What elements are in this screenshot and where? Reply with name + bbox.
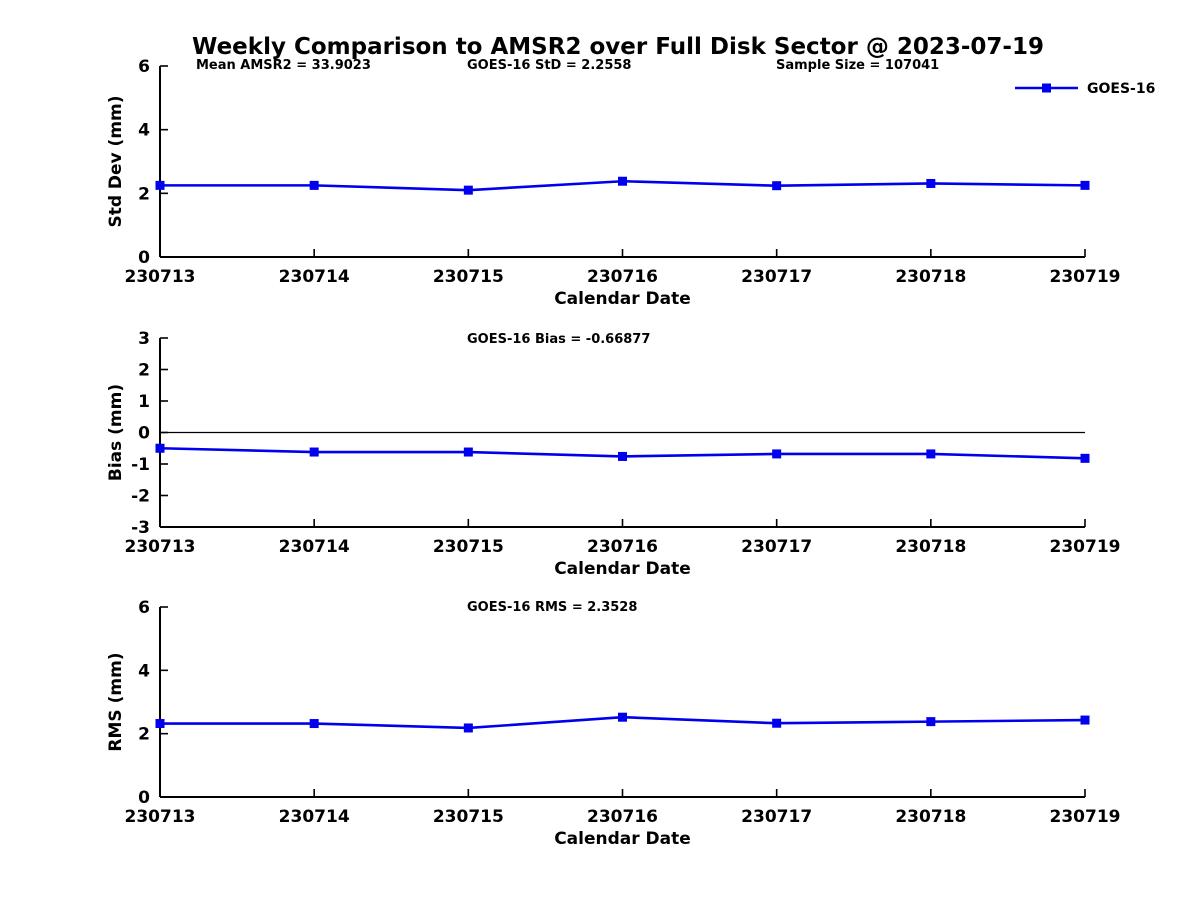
data-point-marker	[155, 719, 165, 729]
x-tick-label: 230713	[125, 807, 196, 827]
y-tick-label: 6	[138, 57, 150, 77]
x-tick-label: 230718	[895, 807, 966, 827]
annotation-bias-0: GOES-16 Bias = -0.66877	[467, 332, 650, 347]
data-point-marker	[309, 447, 319, 457]
data-point-marker	[772, 718, 782, 728]
y-tick-label: 6	[138, 598, 150, 618]
data-point-marker	[618, 712, 627, 722]
y-tick-label: -1	[131, 455, 150, 475]
x-tick-label: 230718	[895, 267, 966, 287]
data-point-marker	[1080, 715, 1090, 725]
data-point-marker	[463, 185, 473, 195]
y-tick-label: -2	[131, 487, 150, 507]
data-point-marker	[155, 180, 165, 190]
annotation-rms-0: GOES-16 RMS = 2.3528	[467, 600, 637, 615]
data-point-marker	[926, 178, 936, 188]
legend-marker	[1042, 83, 1051, 93]
x-tick-label: 230715	[433, 537, 504, 557]
x-axis-label: Calendar Date	[554, 829, 691, 849]
y-tick-label: -3	[131, 518, 150, 538]
x-tick-label: 230719	[1050, 807, 1121, 827]
data-point-marker	[618, 451, 627, 461]
data-point-marker	[309, 180, 319, 190]
x-tick-label: 230713	[125, 267, 196, 287]
x-tick-label: 230716	[587, 267, 658, 287]
x-tick-label: 230715	[433, 807, 504, 827]
y-tick-label: 0	[138, 248, 150, 268]
x-tick-label: 230714	[279, 537, 350, 557]
data-point-marker	[926, 449, 936, 459]
legend: GOES-16	[1015, 81, 1155, 97]
y-tick-label: 3	[138, 329, 150, 349]
data-point-marker	[1080, 453, 1090, 463]
x-tick-label: 230719	[1050, 537, 1121, 557]
data-point-marker	[772, 181, 782, 191]
x-tick-label: 230714	[279, 267, 350, 287]
y-tick-label: 2	[138, 361, 150, 381]
data-point-marker	[309, 719, 319, 729]
y-tick-label: 2	[138, 725, 150, 745]
data-point-marker	[463, 723, 473, 733]
x-tick-label: 230717	[741, 807, 812, 827]
x-tick-label: 230713	[125, 537, 196, 557]
annotation-std-dev-0: Mean AMSR2 = 33.9023	[196, 58, 371, 73]
x-axis-label: Calendar Date	[554, 289, 691, 309]
annotation-std-dev-1: GOES-16 StD = 2.2558	[467, 58, 631, 73]
subplot-rms: 0 2 4 6 230713 230714 230715 230716 230717 230718…	[106, 598, 1120, 849]
y-tick-label: 0	[138, 788, 150, 808]
y-axis-label: RMS (mm)	[106, 652, 126, 751]
subplot-std-dev: 0 2 4 6 230713 230714 230715 230716 230717 230718…	[106, 57, 1155, 309]
x-tick-label: 230714	[279, 807, 350, 827]
x-tick-label: 230716	[587, 537, 658, 557]
y-axis-label: Std Dev (mm)	[106, 95, 126, 227]
y-axis-label: Bias (mm)	[106, 384, 126, 481]
x-tick-label: 230717	[741, 537, 812, 557]
x-tick-label: 230719	[1050, 267, 1121, 287]
data-point-marker	[1080, 180, 1090, 190]
data-point-marker	[155, 443, 165, 453]
figure-title: Weekly Comparison to AMSR2 over Full Dis…	[192, 34, 1044, 60]
data-point-marker	[772, 449, 782, 459]
y-tick-label: 1	[138, 392, 150, 412]
x-axis-label: Calendar Date	[554, 559, 691, 579]
data-point-marker	[926, 717, 936, 727]
subplot-bias: -3 -2 -1 0 1 2 3 230713 230714 230715 230716 230717…	[106, 329, 1120, 579]
x-tick-label: 230717	[741, 267, 812, 287]
data-point-marker	[463, 447, 473, 457]
y-tick-label: 2	[138, 184, 150, 204]
y-tick-label: 0	[138, 424, 150, 444]
x-tick-label: 230716	[587, 807, 658, 827]
x-tick-label: 230718	[895, 537, 966, 557]
y-tick-label: 4	[138, 121, 150, 141]
x-tick-label: 230715	[433, 267, 504, 287]
annotation-std-dev-2: Sample Size = 107041	[776, 58, 939, 73]
y-tick-label: 4	[138, 661, 150, 681]
subplots-group: 0 2 4 6 230713 230714 230715 230716 230717 230718…	[106, 57, 1155, 849]
data-point-marker	[618, 176, 627, 186]
legend-label: GOES-16	[1087, 81, 1155, 97]
